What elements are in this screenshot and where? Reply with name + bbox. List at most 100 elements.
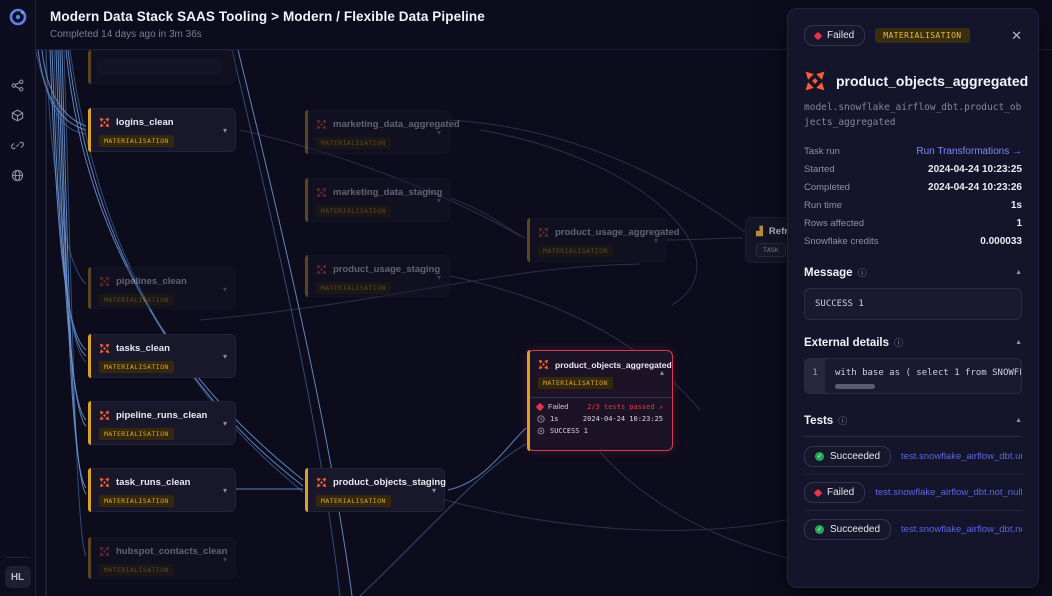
pipeline-graph-icon[interactable] — [11, 79, 24, 97]
chevron-down-icon[interactable]: ▾ — [222, 126, 227, 135]
info-icon: ⓘ — [857, 268, 867, 279]
materialisation-badge: MATERIALISATION — [99, 294, 174, 306]
test-link[interactable]: test.snowflake_airflow_dbt.unique_pro — [901, 451, 1022, 463]
node-title: pipeline_runs_clean — [116, 410, 208, 421]
message-section-title: Message — [804, 266, 853, 279]
dag-node-product-objects-staging[interactable]: product_objects_staging ▾ MATERIALISATIO… — [305, 468, 446, 512]
connections-link-icon[interactable] — [11, 139, 24, 157]
test-link[interactable]: test.snowflake_airflow_dbt.not_null_pr — [901, 523, 1022, 535]
node-title: Refre — [768, 226, 794, 237]
node-title: task_runs_clean — [116, 477, 191, 488]
external-details-section-title: External details — [804, 336, 890, 349]
node-accent-bar — [88, 334, 91, 378]
detail-label: Started — [804, 163, 835, 175]
chevron-down-icon[interactable]: ▾ — [436, 196, 441, 205]
chevron-down-icon[interactable]: ▾ — [436, 128, 441, 137]
chevron-down-icon[interactable]: ▾ — [653, 236, 658, 245]
panel-title: product_objects_aggregated — [836, 73, 1029, 89]
collapse-icon[interactable]: ▲ — [1015, 339, 1022, 347]
test-status-badge: ✓ Succeeded — [804, 518, 892, 540]
dag-node-pipelines-clean[interactable]: pipelines_clean ▾ MATERIALISATION — [88, 267, 236, 309]
chevron-down-icon[interactable]: ▾ — [222, 285, 227, 294]
chevron-down-icon[interactable]: ▾ — [431, 486, 436, 495]
dag-node-logins-clean[interactable]: logins_clean ▾ MATERIALISATION — [88, 108, 236, 152]
chevron-down-icon[interactable]: ▾ — [222, 352, 227, 361]
materialisation-badge: MATERIALISATION — [99, 564, 174, 576]
status-badge: Failed — [804, 25, 866, 46]
integrations-cube-icon[interactable] — [11, 109, 24, 127]
succeeded-check-icon: ✓ — [815, 524, 824, 534]
task-run-link[interactable]: Run Transformations → — [916, 145, 1022, 157]
app-logo-icon[interactable] — [8, 7, 28, 27]
materialisation-badge: MATERIALISATION — [99, 428, 174, 440]
dag-node-marketing-data-aggregated[interactable]: marketing_data_aggregated ▾ MATERIALISAT… — [305, 110, 460, 154]
dbt-icon — [804, 70, 826, 92]
node-title: logins_clean — [116, 117, 174, 128]
dbt-icon — [99, 276, 110, 287]
user-avatar[interactable]: HL — [4, 566, 31, 588]
dag-node-marketing-data-staging[interactable]: marketing_data_staging ▾ MATERIALISATION — [305, 178, 450, 222]
horizontal-scrollbar[interactable] — [835, 384, 875, 390]
divider — [528, 397, 672, 398]
external-arrow-icon: ↗ — [658, 402, 663, 411]
node-accent-bar — [88, 50, 91, 84]
node-title: marketing_data_aggregated — [333, 119, 460, 130]
dag-node-pipeline-runs-clean[interactable]: pipeline_runs_clean ▾ MATERIALISATION — [88, 401, 236, 445]
node-message: SUCCESS 1 — [550, 427, 588, 435]
detail-label: Snowflake credits — [804, 235, 879, 247]
dbt-icon — [99, 343, 110, 354]
materialisation-badge: MATERIALISATION — [875, 28, 970, 43]
node-runtime: 1s — [550, 415, 559, 423]
test-row: ✓ Succeeded test.snowflake_airflow_dbt.n… — [804, 511, 1022, 547]
task-badge: TASK — [756, 243, 786, 257]
dbt-icon — [99, 117, 110, 128]
node-title: hubspot_contacts_clean — [116, 546, 228, 557]
dag-node-product-usage-staging[interactable]: product_usage_staging ▾ MATERIALISATION — [305, 255, 450, 297]
detail-value: 0.000033 — [980, 235, 1022, 247]
materialisation-badge: MATERIALISATION — [316, 205, 391, 217]
chevron-down-icon[interactable]: ▾ — [436, 273, 441, 282]
detail-row: Started 2024-04-24 10:23:25 — [804, 160, 1022, 178]
dbt-icon — [99, 546, 110, 557]
collapse-icon[interactable]: ▲ — [1015, 417, 1022, 425]
materialisation-badge: MATERIALISATION — [316, 282, 391, 294]
chevron-up-icon[interactable]: ▴ — [659, 368, 664, 377]
close-icon[interactable]: ✕ — [1011, 27, 1022, 43]
node-accent-bar — [305, 468, 308, 512]
detail-value: 2024-04-24 10:23:25 — [928, 163, 1022, 175]
materialisation-badge: MATERIALISATION — [538, 377, 613, 389]
dag-node-task-runs-clean[interactable]: task_runs_clean ▾ MATERIALISATION — [88, 468, 236, 512]
dag-node-tasks-clean[interactable]: tasks_clean ▾ MATERIALISATION — [88, 334, 236, 378]
failed-diamond-icon — [813, 31, 823, 40]
chevron-down-icon[interactable]: ▾ — [222, 555, 227, 564]
node-title: tasks_clean — [116, 343, 170, 354]
chevron-down-icon[interactable]: ▾ — [222, 419, 227, 428]
node-accent-bar — [305, 110, 308, 154]
model-identifier: model.snowflake_airflow_dbt.product_obje… — [804, 102, 1022, 129]
dag-node-product-usage-aggregated[interactable]: product_usage_aggregated ▾ MATERIALISATI… — [527, 218, 680, 262]
test-link[interactable]: test.snowflake_airflow_dbt.not_null_pr — [875, 487, 1022, 499]
clock-icon — [537, 415, 545, 423]
tests-section-title: Tests — [804, 414, 834, 427]
chevron-down-icon[interactable]: ▾ — [222, 486, 227, 495]
materialisation-badge: MATERIALISATION — [99, 135, 174, 147]
dag-node-hubspot-contacts-clean[interactable]: hubspot_contacts_clean ▾ MATERIALISATION — [88, 537, 236, 579]
network-globe-icon[interactable] — [11, 169, 24, 187]
detail-row: Rows affected 1 — [804, 214, 1022, 232]
materialisation-badge: MATERIALISATION — [99, 361, 174, 373]
gear-icon — [537, 427, 545, 435]
tests-summary-link[interactable]: 2/3 tests passed ↗ — [587, 402, 663, 411]
node-title: marketing_data_staging — [333, 187, 443, 198]
dbt-icon — [538, 359, 549, 370]
collapse-icon[interactable]: ▲ — [1015, 269, 1022, 277]
dbt-icon — [316, 477, 327, 488]
dag-node-partial[interactable] — [88, 50, 236, 84]
detail-row: Completed 2024-04-24 10:23:26 — [804, 178, 1022, 196]
info-icon: ⓘ — [894, 338, 904, 349]
dag-node-product-objects-aggregated-selected[interactable]: product_objects_aggregated ▴ MATERIALISA… — [527, 350, 673, 451]
node-runtime-row: 1s 2024-04-24 10:23:25 — [528, 411, 672, 423]
node-title: product_usage_aggregated — [555, 227, 680, 238]
sidebar: HL — [0, 0, 36, 596]
detail-row: Task run Run Transformations → — [804, 142, 1022, 160]
materialisation-badge: MATERIALISATION — [316, 137, 391, 149]
